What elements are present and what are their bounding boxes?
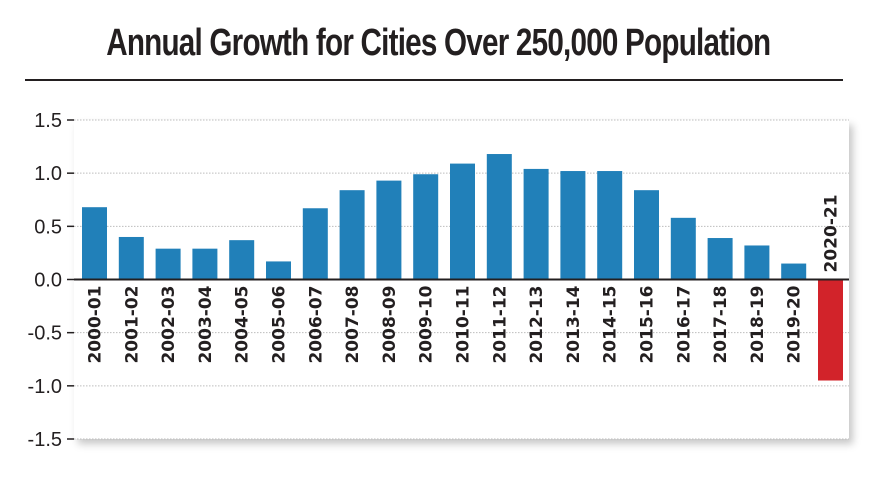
y-tick-label: 0.0: [34, 270, 62, 292]
x-tick-label: 2004-05: [233, 286, 253, 364]
y-tick-label: 1.5: [34, 110, 62, 132]
bar-2008-09: [376, 180, 402, 280]
x-tick-label: 2007-08: [343, 286, 363, 364]
x-tick-label: 2001-02: [122, 286, 142, 364]
bar-2013-14: [560, 171, 586, 280]
x-tick-label: 2015-16: [638, 286, 658, 364]
x-tick-label: 2017-18: [711, 286, 731, 364]
x-tick-label: 2005-06: [270, 286, 290, 364]
y-tick-label: -1.5: [28, 429, 62, 451]
x-tick-label: 2013-14: [564, 285, 584, 363]
bar-2016-17: [670, 217, 696, 280]
x-tick-label: 2002-03: [159, 286, 179, 364]
bar-2014-15: [597, 171, 623, 280]
bar-2007-08: [339, 190, 365, 280]
bar-2010-11: [450, 163, 475, 280]
bar-2003-04: [192, 248, 218, 280]
bar-2011-12: [486, 154, 512, 280]
y-axis: 1.5 1.0 0.5 0.0 -0.5 -1.0 -1.5: [28, 110, 74, 451]
x-tick-label: 2011-12: [490, 286, 510, 364]
chart-title: Annual Growth for Cities Over 250,000 Po…: [106, 22, 771, 64]
bar-2017-18: [707, 238, 733, 280]
bar-2009-10: [413, 174, 439, 280]
x-tick-label: 2012-13: [527, 286, 547, 364]
y-tick-label: -0.5: [28, 323, 62, 345]
x-tick-label: 2009-10: [417, 285, 437, 363]
x-tick-label: 2019-20: [785, 285, 805, 363]
bar-2019-20: [781, 263, 807, 280]
x-tick-label: 2003-04: [196, 285, 216, 363]
x-tick-label: 2010-11: [454, 286, 474, 364]
x-tick-label: 2000-01: [86, 286, 106, 364]
bar-2020-21: [818, 279, 843, 381]
x-tick-label: 2014-15: [601, 286, 621, 364]
bars: [82, 154, 843, 381]
bar-2015-16: [634, 190, 659, 280]
bar-2018-19: [744, 245, 770, 280]
x-tick-label: 2008-09: [380, 286, 400, 364]
x-axis-labels: 2000-01 2001-02 2002-03 2003-04 2004-05 2005-…: [86, 194, 842, 363]
x-tick-label: 2016-17: [674, 286, 694, 364]
x-tick-label: 2020-21: [822, 194, 842, 272]
title-divider: [25, 79, 843, 81]
y-tick-label: 1.0: [34, 163, 62, 185]
x-tick-label: 2006-07: [306, 286, 326, 364]
bar-2006-07: [302, 208, 328, 280]
bar-2004-05: [229, 240, 255, 280]
bar-2000-01: [82, 207, 107, 280]
bar-2005-06: [266, 261, 291, 280]
x-tick-label: 2018-19: [748, 286, 768, 364]
y-tick-label: 0.5: [34, 216, 62, 238]
y-tick-label: -1.0: [28, 376, 62, 398]
bar-2001-02: [118, 236, 144, 280]
bar-2002-03: [155, 248, 181, 280]
bar-2012-13: [523, 168, 549, 280]
